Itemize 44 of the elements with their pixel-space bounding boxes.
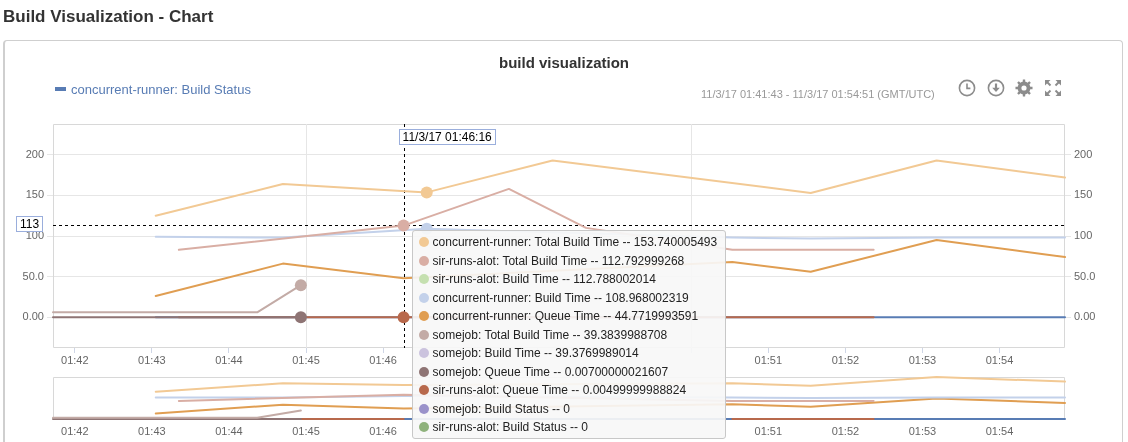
y2-tick-label: 150 — [25, 188, 44, 201]
chart-subtitle: 11/3/17 01:41:43 - 11/3/17 01:54:51 (GMT/UTC) — [701, 88, 935, 100]
y2-tick-label: 50.0 — [22, 269, 44, 282]
y-tick-label: 200 — [1074, 147, 1093, 160]
text: sir-runs-alot: Build Status -- 0 — [432, 420, 588, 435]
annotation: somejob: Build Time -- 39.3769989014 — [432, 346, 639, 361]
annotation: sir-runs-alot: Build Time -- 112.788002014 — [432, 272, 656, 287]
annotation: sir-runs-alot: Total Build Time -- 112.792999268 — [432, 253, 685, 268]
x-tick-label: 01:52 — [831, 353, 860, 366]
annotation: somejob: Total Build Time -- 39.3839988708 — [432, 327, 668, 342]
annotation: somejob: Build Status -- 0 — [432, 401, 570, 416]
x-tick-label: 01:43 — [138, 424, 166, 437]
text: Build Visualization - Chart — [3, 7, 214, 27]
x-tick-label: 01:42 — [61, 353, 89, 366]
x-tick-label: 01:42 — [61, 424, 89, 437]
ref-line-label: 113 — [16, 215, 44, 232]
x-tick-label: 01:43 — [138, 353, 166, 366]
y-tick-label: 0.00 — [1074, 310, 1096, 323]
x-tick-label: 01:52 — [831, 424, 860, 437]
x-tick-label: 01:54 — [985, 424, 1014, 437]
annotation: sir-runs-alot: Queue Time -- 0.00499999988824 — [432, 383, 687, 398]
x-tick-label: 01:45 — [292, 353, 320, 366]
legend-label: concurrent-runner: Build Status — [71, 81, 251, 97]
annotation: concurrent-runner: Queue Time -- 44.7719993591 — [432, 309, 699, 324]
y-tick-label: 150 — [1074, 188, 1093, 201]
ref-line-label: 11/3/17 01:46:16 — [398, 129, 496, 145]
chart-title: build visualization — [499, 53, 630, 71]
annotation: concurrent-runner: Build Time -- 108.968002319 — [432, 290, 689, 305]
x-tick-label: 01:44 — [215, 353, 243, 366]
x-tick-label: 01:51 — [754, 424, 783, 437]
x-tick-label: 01:46 — [369, 353, 397, 366]
x-tick-label: 01:53 — [908, 353, 937, 366]
annotation: somejob: Queue Time -- 0.00700000021607 — [432, 364, 669, 379]
y-tick-label: 100 — [1074, 229, 1093, 242]
x-tick-label: 01:46 — [369, 424, 397, 437]
x-tick-label: 01:45 — [292, 424, 320, 437]
x-tick-label: 01:53 — [908, 424, 937, 437]
x-tick-label: 01:54 — [985, 353, 1014, 366]
x-tick-label: 01:44 — [215, 424, 243, 437]
annotation: concurrent-runner: Total Build Time -- 153.740005493 — [432, 235, 718, 250]
y2-tick-label: 200 — [25, 147, 44, 160]
x-tick-label: 01:51 — [754, 353, 783, 366]
y2-tick-label: 0.00 — [22, 310, 44, 323]
y-tick-label: 50.0 — [1074, 269, 1096, 282]
